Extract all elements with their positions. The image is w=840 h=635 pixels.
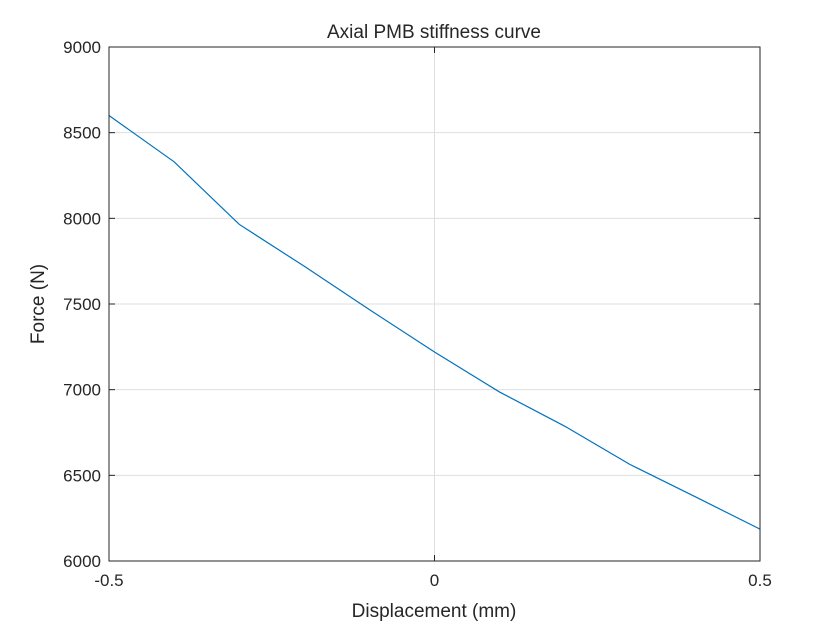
chart-title: Axial PMB stiffness curve: [327, 22, 541, 43]
x-axis-label: Displacement (mm): [352, 601, 517, 622]
y-tick-label: 6000: [63, 552, 101, 571]
x-tick-label: 0: [430, 571, 439, 590]
y-tick-label: 8500: [63, 124, 101, 143]
x-tick-label: -0.5: [94, 571, 123, 590]
series-line-stiffness: [108, 115, 761, 530]
grid: [108, 46, 761, 562]
y-tick-label: 8000: [63, 209, 101, 228]
y-tick-label: 7000: [63, 381, 101, 400]
y-tick-label: 6500: [63, 466, 101, 485]
series-layer: [108, 115, 761, 530]
y-axis-label: Force (N): [28, 264, 49, 344]
x-tick-label: 0.5: [748, 571, 772, 590]
y-tick-label: 9000: [63, 38, 101, 57]
y-tick-label: 7500: [63, 295, 101, 314]
ticks: 6000 6500 7000 7500 8000 8500 9000 -0.5 0 0.5: [63, 38, 772, 590]
